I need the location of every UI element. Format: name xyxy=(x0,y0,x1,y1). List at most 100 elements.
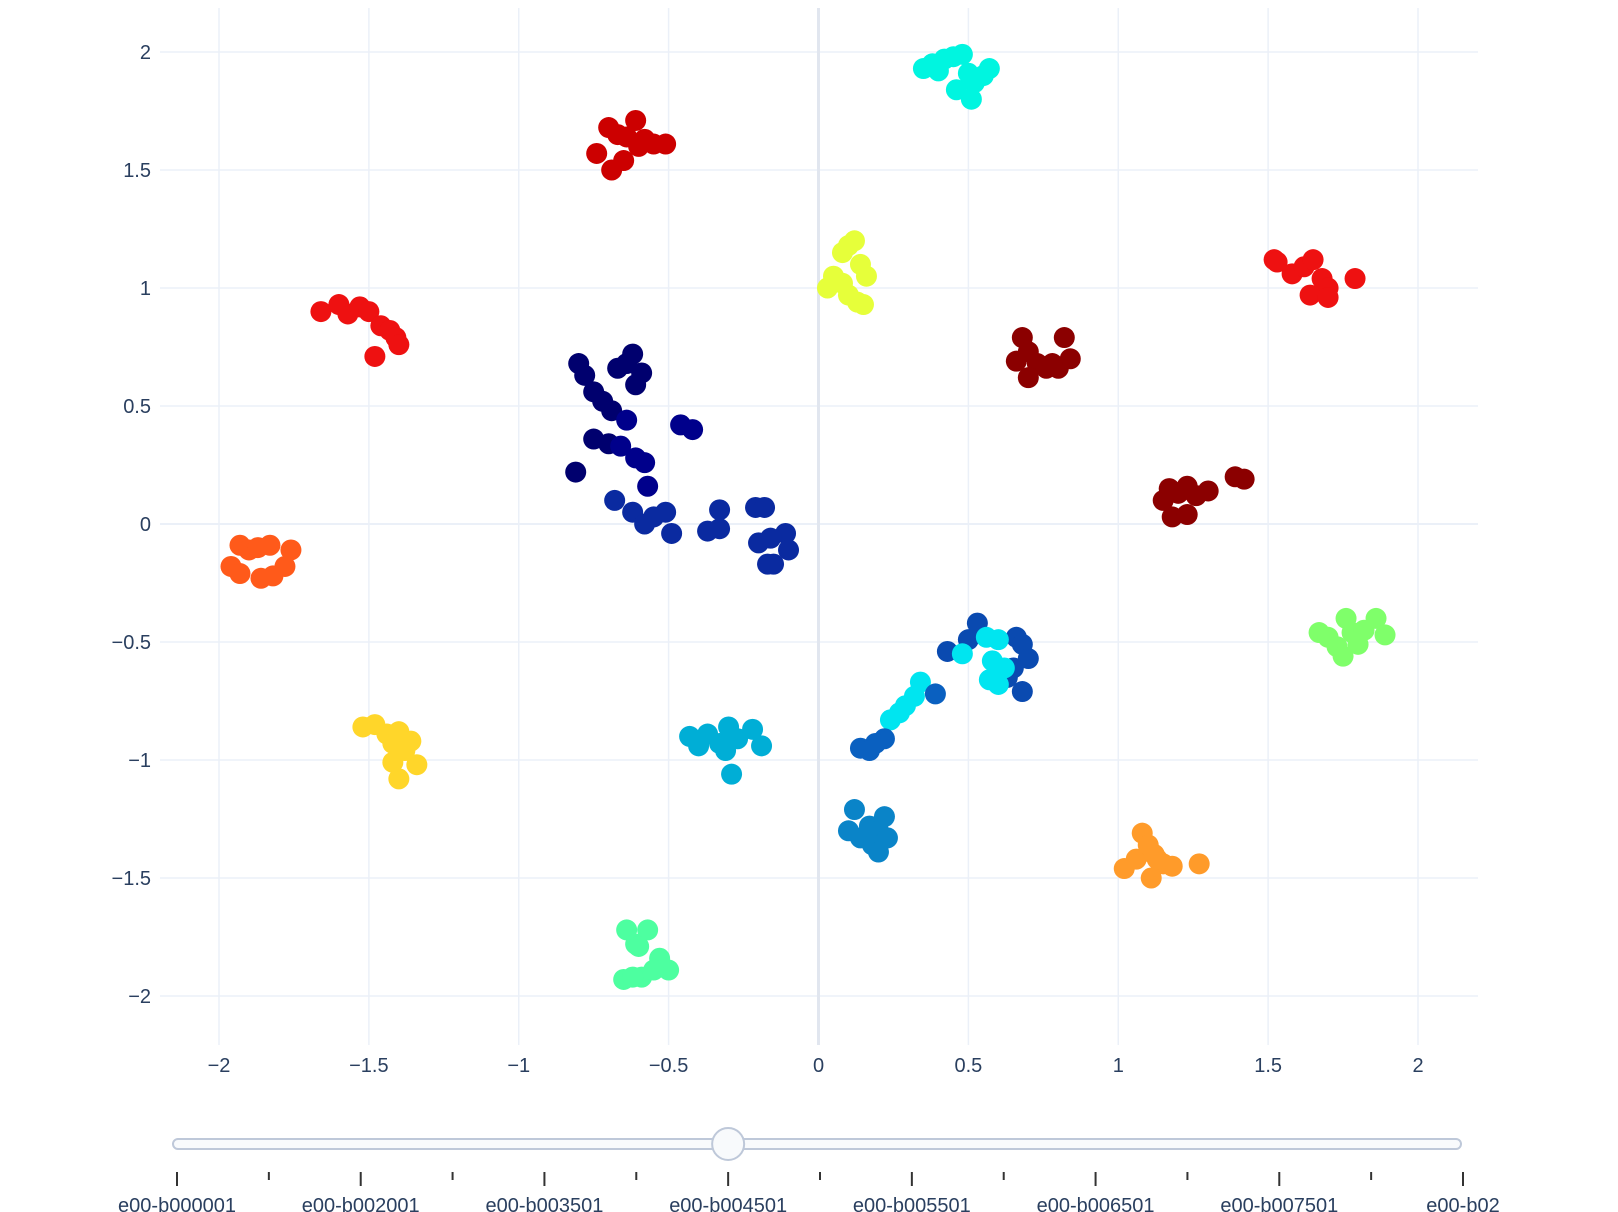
data-point[interactable] xyxy=(682,419,704,441)
data-point[interactable] xyxy=(1344,268,1366,290)
data-point[interactable] xyxy=(625,109,647,131)
data-point[interactable] xyxy=(858,740,880,762)
data-point[interactable] xyxy=(655,501,677,523)
data-point[interactable] xyxy=(715,740,737,762)
data-point[interactable] xyxy=(855,265,877,287)
data-point[interactable] xyxy=(382,751,404,773)
data-point[interactable] xyxy=(1317,286,1339,308)
data-point[interactable] xyxy=(843,799,865,821)
data-point[interactable] xyxy=(721,763,743,785)
data-point[interactable] xyxy=(751,735,773,757)
data-point[interactable] xyxy=(831,272,853,294)
data-point[interactable] xyxy=(1053,327,1075,349)
data-point[interactable] xyxy=(607,357,629,379)
data-point[interactable] xyxy=(574,364,596,386)
data-point[interactable] xyxy=(1176,504,1198,526)
data-point[interactable] xyxy=(622,343,644,365)
data-point[interactable] xyxy=(1347,633,1369,655)
data-point[interactable] xyxy=(601,400,623,422)
slider-step-label[interactable]: e00-b002001 xyxy=(302,1195,420,1212)
data-point[interactable] xyxy=(1299,284,1321,306)
data-point[interactable] xyxy=(637,919,659,941)
data-point[interactable] xyxy=(388,768,410,790)
data-point[interactable] xyxy=(655,133,677,155)
data-point[interactable] xyxy=(1125,848,1147,870)
data-point[interactable] xyxy=(993,657,1015,679)
data-point[interactable] xyxy=(1302,249,1324,271)
data-point[interactable] xyxy=(604,489,626,511)
data-point[interactable] xyxy=(358,301,380,323)
data-point[interactable] xyxy=(1041,353,1063,375)
slider-step-label[interactable]: e00-b004501 xyxy=(669,1195,787,1212)
data-point[interactable] xyxy=(775,522,797,544)
data-point[interactable] xyxy=(364,345,386,367)
x-tick-label: −1.5 xyxy=(349,1055,388,1077)
data-point[interactable] xyxy=(613,150,635,172)
data-point[interactable] xyxy=(643,959,665,981)
data-point[interactable] xyxy=(628,135,650,157)
data-point[interactable] xyxy=(709,499,731,521)
frame-slider[interactable]: e00-b000001 e00-b002001 e00-b003501 e00-b00… xyxy=(118,1127,1500,1212)
data-point[interactable] xyxy=(1152,489,1174,511)
data-point[interactable] xyxy=(628,935,650,957)
data-point[interactable] xyxy=(924,683,946,705)
data-point[interactable] xyxy=(1017,648,1039,670)
data-point[interactable] xyxy=(945,79,967,101)
data-point[interactable] xyxy=(616,409,638,431)
data-point[interactable] xyxy=(978,58,1000,80)
data-point[interactable] xyxy=(754,496,776,518)
data-point[interactable] xyxy=(873,806,895,828)
slider-step-label[interactable]: e00-b007501 xyxy=(1220,1195,1338,1212)
slider-rail[interactable] xyxy=(172,1138,1462,1150)
slider-step-label[interactable]: e00-b005501 xyxy=(853,1195,971,1212)
data-point[interactable] xyxy=(951,43,973,65)
data-point[interactable] xyxy=(1266,251,1288,273)
data-point[interactable] xyxy=(400,730,422,752)
data-point[interactable] xyxy=(960,88,982,110)
data-point[interactable] xyxy=(987,673,1009,695)
data-point[interactable] xyxy=(406,754,428,776)
data-point[interactable] xyxy=(1188,853,1210,875)
data-point[interactable] xyxy=(763,553,785,575)
data-point[interactable] xyxy=(867,841,889,863)
data-point[interactable] xyxy=(778,539,800,561)
slider-step-label[interactable]: e00-b02 xyxy=(1426,1195,1499,1212)
data-point[interactable] xyxy=(1017,367,1039,389)
data-point[interactable] xyxy=(1059,348,1081,370)
data-point[interactable] xyxy=(310,301,332,323)
data-point[interactable] xyxy=(625,374,647,396)
data-point[interactable] xyxy=(1011,681,1033,703)
data-point[interactable] xyxy=(1332,645,1354,667)
data-point[interactable] xyxy=(742,718,764,740)
slider-step-label[interactable]: e00-b003501 xyxy=(485,1195,603,1212)
data-point[interactable] xyxy=(586,142,608,164)
data-point[interactable] xyxy=(1140,867,1162,889)
data-point[interactable] xyxy=(879,709,901,731)
data-point[interactable] xyxy=(1365,607,1387,629)
data-point[interactable] xyxy=(852,294,874,316)
data-point[interactable] xyxy=(229,563,251,585)
data-point[interactable] xyxy=(1146,848,1168,870)
data-point[interactable] xyxy=(987,629,1009,651)
data-point[interactable] xyxy=(1233,468,1255,490)
data-point[interactable] xyxy=(262,565,284,587)
slider-handle[interactable] xyxy=(711,1127,746,1161)
data-point[interactable] xyxy=(565,461,587,483)
data-point[interactable] xyxy=(1197,480,1219,502)
data-point[interactable] xyxy=(622,966,644,988)
slider-step-label[interactable]: e00-b000001 xyxy=(118,1195,236,1212)
data-point[interactable] xyxy=(259,534,281,556)
data-point[interactable] xyxy=(1374,624,1396,646)
data-point[interactable] xyxy=(280,539,302,561)
data-point[interactable] xyxy=(661,522,683,544)
slider-step-label[interactable]: e00-b006501 xyxy=(1037,1195,1155,1212)
data-point[interactable] xyxy=(951,643,973,665)
data-point[interactable] xyxy=(709,518,731,540)
data-point[interactable] xyxy=(634,452,656,474)
data-point[interactable] xyxy=(610,435,632,457)
data-point[interactable] xyxy=(843,230,865,252)
data-point[interactable] xyxy=(388,334,410,356)
data-point[interactable] xyxy=(927,60,949,82)
data-point[interactable] xyxy=(637,475,659,497)
data-points[interactable] xyxy=(220,43,1396,990)
